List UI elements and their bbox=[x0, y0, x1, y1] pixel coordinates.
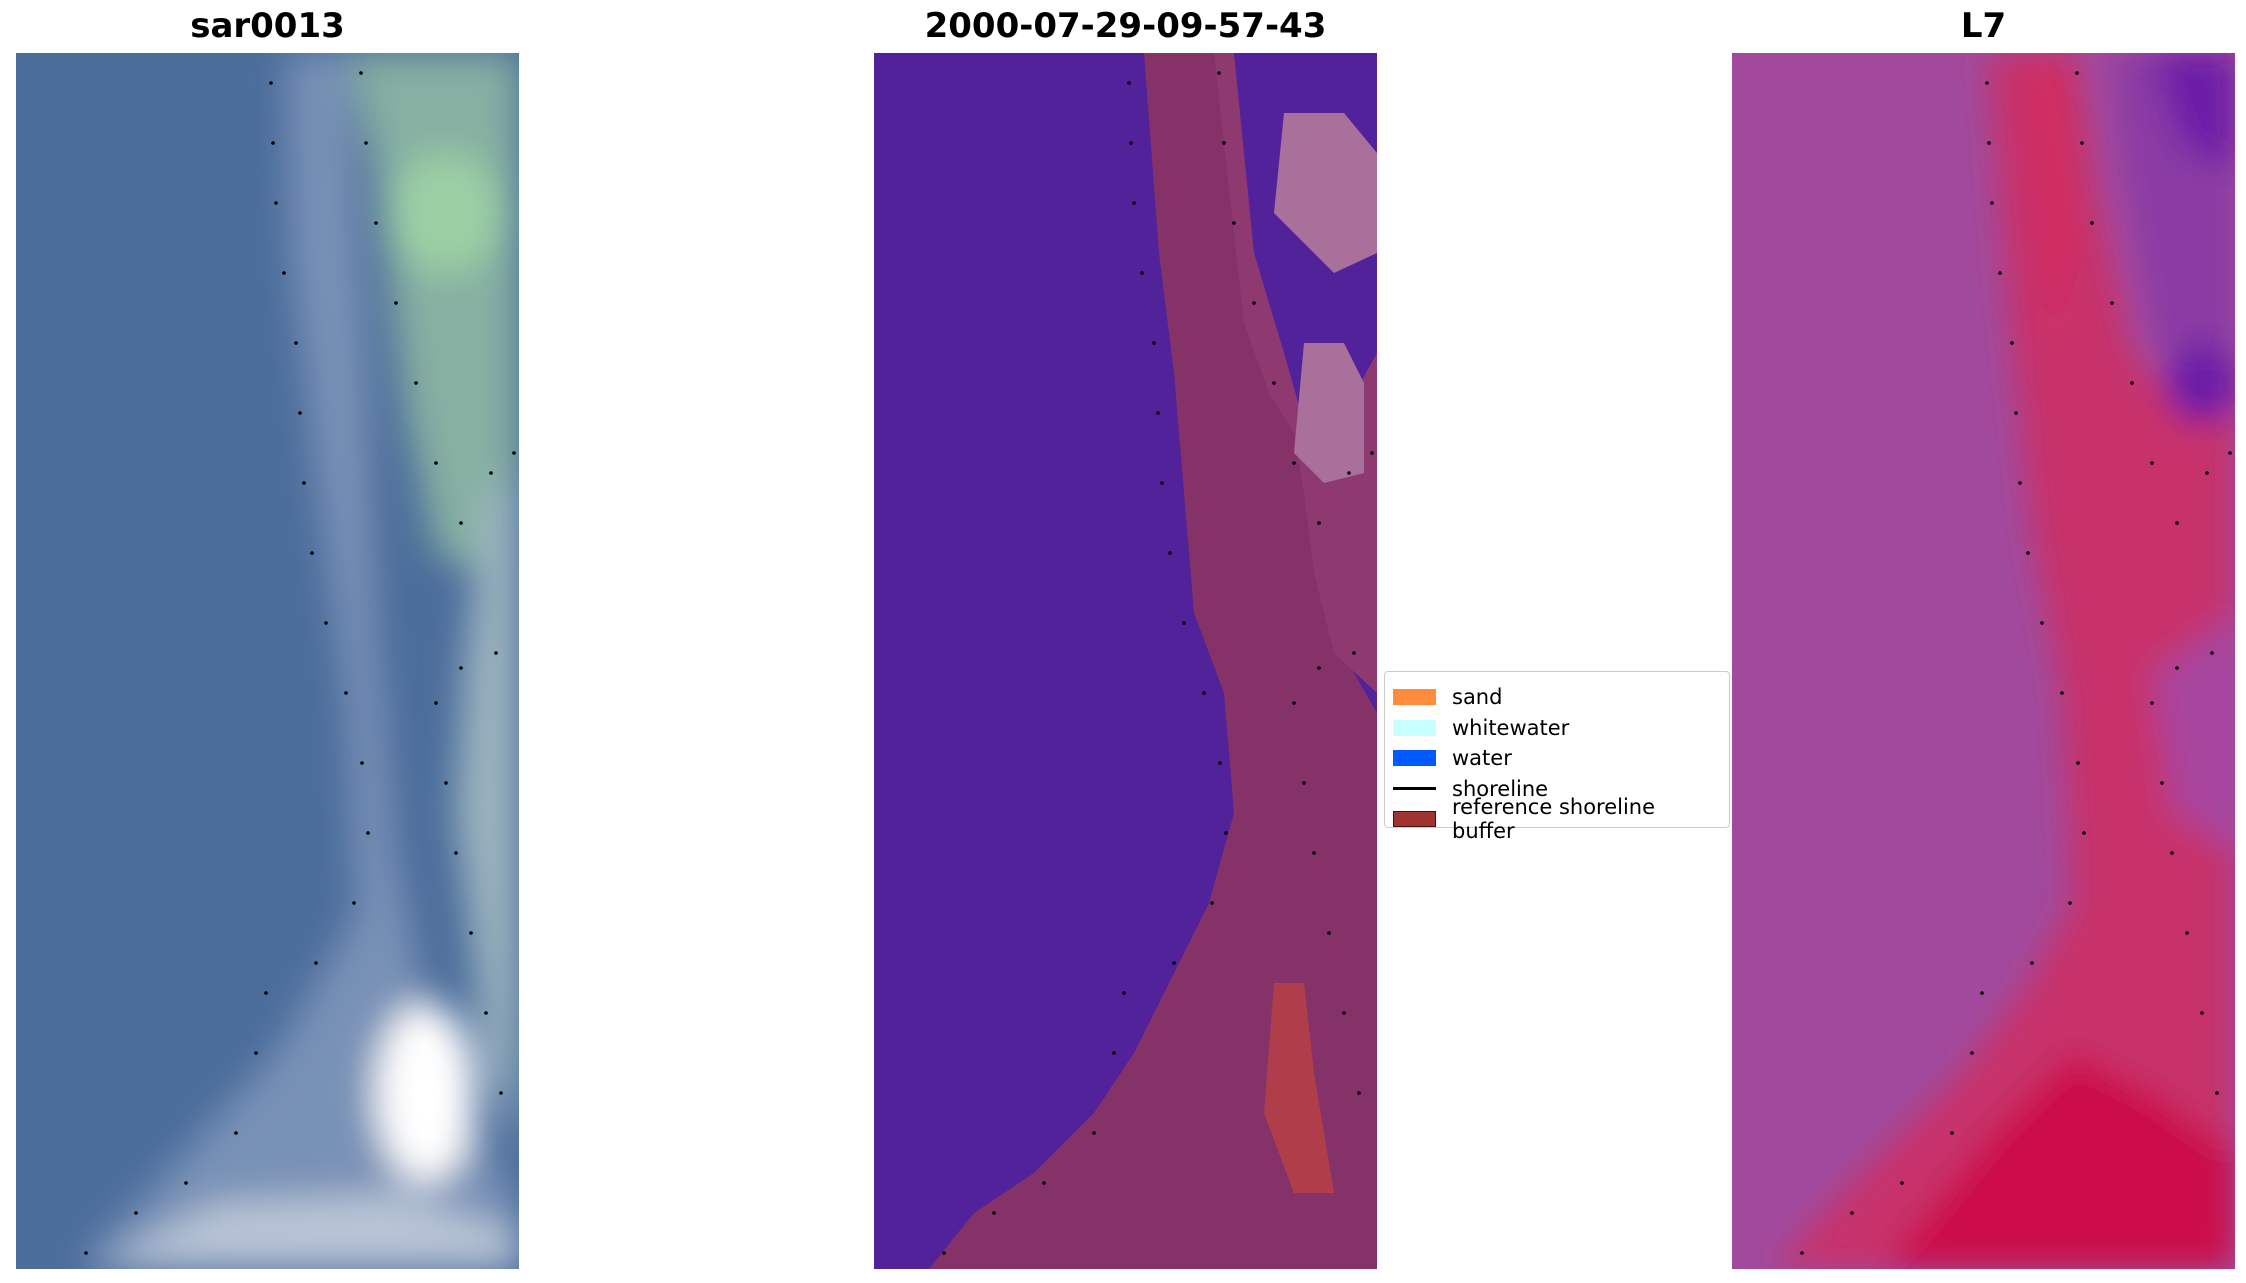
legend-label-shoreline: shoreline bbox=[1452, 776, 1549, 801]
classification-image-panel bbox=[874, 53, 1377, 1269]
legend-item-sand: sand bbox=[1393, 682, 1721, 713]
legend-item-water: water bbox=[1393, 743, 1721, 774]
legend-item-whitewater: whitewater bbox=[1393, 713, 1721, 744]
legend-swatch-whitewater bbox=[1393, 719, 1436, 736]
legend-swatch-reference-buffer bbox=[1393, 811, 1436, 828]
legend-swatch-sand bbox=[1393, 689, 1436, 706]
legend-label-sand: sand bbox=[1452, 685, 1503, 710]
legend-swatch-water bbox=[1393, 750, 1436, 767]
legend-label-water: water bbox=[1452, 746, 1512, 771]
legend-label-reference-buffer: reference shoreline buffer bbox=[1452, 795, 1656, 844]
legend-label-whitewater: whitewater bbox=[1452, 715, 1570, 740]
legend-item-shoreline: shoreline bbox=[1393, 774, 1721, 805]
panel-title-index: L7 bbox=[1960, 6, 2007, 46]
legend: sand whitewater water shoreline referenc… bbox=[1384, 671, 1730, 843]
legend-item-reference-buffer: reference shoreline buffer bbox=[1393, 795, 1721, 843]
legend-line-shoreline bbox=[1393, 787, 1436, 791]
panel-title-classification: 2000-07-29-09-57-43 bbox=[924, 6, 1327, 46]
rgb-image-panel bbox=[16, 53, 519, 1269]
panel-title-rgb: sar0013 bbox=[190, 6, 345, 46]
index-image-panel bbox=[1732, 53, 2235, 1269]
